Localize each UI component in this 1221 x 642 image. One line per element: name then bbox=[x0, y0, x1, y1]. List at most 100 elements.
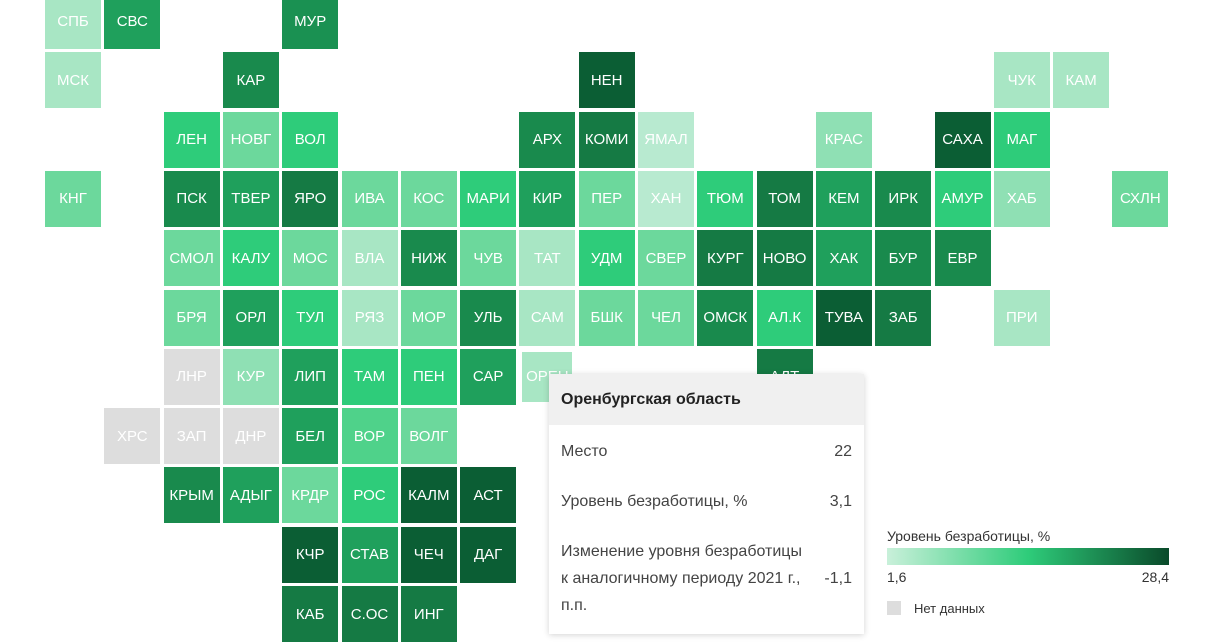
region-tile[interactable]: ВОЛГ bbox=[400, 408, 457, 465]
region-tile[interactable]: ЯМАЛ bbox=[638, 111, 694, 168]
region-tile[interactable]: РЯЗ bbox=[341, 289, 398, 346]
region-tile[interactable]: ПЕН bbox=[400, 348, 457, 405]
region-tile[interactable]: С.ОС bbox=[341, 586, 398, 642]
region-tile[interactable]: МАРИ bbox=[460, 170, 517, 227]
region-tile[interactable]: БЕЛ bbox=[282, 408, 339, 465]
legend-gradient bbox=[887, 548, 1169, 565]
region-tile[interactable]: ДНР bbox=[222, 408, 279, 465]
region-tile[interactable]: СХЛН bbox=[1112, 170, 1169, 227]
region-tile[interactable]: ОРЛ bbox=[222, 289, 279, 346]
page: {"tiles": [ {"label": "СПБ", "color": "#… bbox=[45, 0, 1169, 642]
region-tile[interactable]: АРХ bbox=[519, 111, 576, 168]
region-tile[interactable]: КУРГ bbox=[697, 230, 754, 287]
region-tile[interactable]: КАЛУ bbox=[222, 230, 279, 287]
region-tile[interactable]: ЯРО bbox=[282, 170, 339, 227]
region-tile[interactable]: ВОР bbox=[341, 408, 398, 465]
region-tile[interactable]: КАБ bbox=[282, 586, 339, 642]
region-tile[interactable]: ЛЕН bbox=[163, 111, 220, 168]
region-tile[interactable]: ЧУК bbox=[993, 52, 1050, 109]
region-tile[interactable]: ИНГ bbox=[400, 586, 457, 642]
region-tile[interactable]: ПЕР bbox=[578, 170, 635, 227]
region-tile[interactable]: АСТ bbox=[460, 467, 517, 524]
region-tile[interactable]: КАМ bbox=[1053, 52, 1110, 109]
tooltip-value: 3,1 bbox=[829, 493, 852, 510]
region-tile[interactable]: КРАС bbox=[815, 111, 872, 168]
region-tile[interactable]: КЕМ bbox=[815, 170, 872, 227]
region-tile[interactable]: КОМИ bbox=[578, 111, 635, 168]
region-tile[interactable]: МСК bbox=[45, 52, 101, 109]
region-tile[interactable]: НИЖ bbox=[400, 230, 457, 287]
region-tile[interactable]: ЗАП bbox=[163, 408, 220, 465]
legend: Уровень безработицы, % 1,6 28,4 Нет данн… bbox=[887, 528, 1169, 616]
region-tile[interactable]: ТАТ bbox=[519, 230, 576, 287]
legend-no-data: Нет данных bbox=[914, 601, 985, 616]
region-tile[interactable]: САХА bbox=[934, 111, 991, 168]
region-tile[interactable]: ВЛА bbox=[341, 230, 398, 287]
region-tile[interactable]: БУР bbox=[875, 230, 932, 287]
region-tile[interactable]: МОР bbox=[400, 289, 457, 346]
region-tile[interactable]: КРЫМ bbox=[163, 467, 220, 524]
region-tile[interactable]: СВС bbox=[104, 0, 161, 49]
region-tile[interactable]: ХАН bbox=[638, 170, 694, 227]
legend-max: 28,4 bbox=[1141, 569, 1169, 585]
region-tile[interactable]: РОС bbox=[341, 467, 398, 524]
region-tile[interactable]: ЧЕЧ bbox=[400, 526, 457, 583]
region-tile[interactable]: ТЮМ bbox=[697, 170, 754, 227]
legend-min: 1,6 bbox=[887, 569, 907, 585]
region-tile[interactable]: АДЫГ bbox=[222, 467, 279, 524]
tooltip-key: Место bbox=[561, 443, 608, 460]
region-tile[interactable]: БШК bbox=[578, 289, 635, 346]
region-tile[interactable]: КУР bbox=[222, 348, 279, 405]
region-tile[interactable]: КАР bbox=[222, 52, 279, 109]
region-tile[interactable]: ТУЛ bbox=[282, 289, 339, 346]
region-tile[interactable]: САМ bbox=[519, 289, 576, 346]
region-tile[interactable]: НОВО bbox=[756, 230, 813, 287]
region-tile[interactable]: ТУВА bbox=[815, 289, 872, 346]
region-tile[interactable]: КЧР bbox=[282, 526, 339, 583]
region-tile[interactable]: СТАВ bbox=[341, 526, 398, 583]
region-tile[interactable]: НЕН bbox=[578, 52, 635, 109]
tooltip-value: -1,1 bbox=[824, 570, 852, 587]
legend-title: Уровень безработицы, % bbox=[887, 528, 1051, 544]
region-tile[interactable]: ХАК bbox=[815, 230, 872, 287]
region-tile[interactable]: УДМ bbox=[578, 230, 635, 287]
region-tile[interactable]: ТАМ bbox=[341, 348, 398, 405]
region-tile[interactable]: ЧЕЛ bbox=[638, 289, 694, 346]
region-tile[interactable]: ИВА bbox=[341, 170, 398, 227]
region-tile[interactable]: БРЯ bbox=[163, 289, 220, 346]
region-tile[interactable]: ДАГ bbox=[460, 526, 517, 583]
region-tile[interactable]: ТВЕР bbox=[222, 170, 279, 227]
region-tile[interactable]: ОМСК bbox=[697, 289, 754, 346]
region-tile[interactable]: САР bbox=[460, 348, 517, 405]
region-tile[interactable]: ЛНР bbox=[163, 348, 220, 405]
region-tile[interactable]: МОС bbox=[282, 230, 339, 287]
region-tile[interactable]: ХРС bbox=[104, 408, 161, 465]
region-tile[interactable]: НОВГ bbox=[222, 111, 279, 168]
legend-no-data-swatch bbox=[887, 601, 901, 615]
region-tile[interactable]: ИРК bbox=[875, 170, 932, 227]
region-tile[interactable]: КАЛМ bbox=[400, 467, 457, 524]
region-tile[interactable]: АМУР bbox=[934, 170, 991, 227]
region-tile[interactable]: АЛ.К bbox=[756, 289, 813, 346]
region-tile[interactable]: ВОЛ bbox=[282, 111, 339, 168]
region-tile[interactable]: ТОМ bbox=[756, 170, 813, 227]
region-tile[interactable]: СМОЛ bbox=[163, 230, 220, 287]
region-tile[interactable]: ЕВР bbox=[934, 230, 991, 287]
region-tile[interactable]: КИР bbox=[519, 170, 576, 227]
region-tile[interactable]: ЧУВ bbox=[460, 230, 517, 287]
region-tile[interactable]: ЗАБ bbox=[875, 289, 932, 346]
region-tile[interactable]: КОС bbox=[400, 170, 457, 227]
tooltip-title: Оренбургская область bbox=[549, 374, 864, 425]
region-tile[interactable]: ПРИ bbox=[993, 289, 1050, 346]
region-tile[interactable]: УЛЬ bbox=[460, 289, 517, 346]
region-tile[interactable]: МУР bbox=[282, 0, 339, 49]
region-tile[interactable]: ПСК bbox=[163, 170, 220, 227]
region-tile[interactable]: КРДР bbox=[282, 467, 339, 524]
region-tile[interactable]: ХАБ bbox=[993, 170, 1050, 227]
tooltip-key: Изменение уровня безработицы к аналогичн… bbox=[561, 543, 802, 614]
region-tile[interactable]: СПБ bbox=[45, 0, 101, 49]
region-tile[interactable]: МАГ bbox=[993, 111, 1050, 168]
region-tile[interactable]: СВЕР bbox=[638, 230, 694, 287]
region-tile[interactable]: ЛИП bbox=[282, 348, 339, 405]
region-tile[interactable]: КНГ bbox=[45, 170, 101, 227]
